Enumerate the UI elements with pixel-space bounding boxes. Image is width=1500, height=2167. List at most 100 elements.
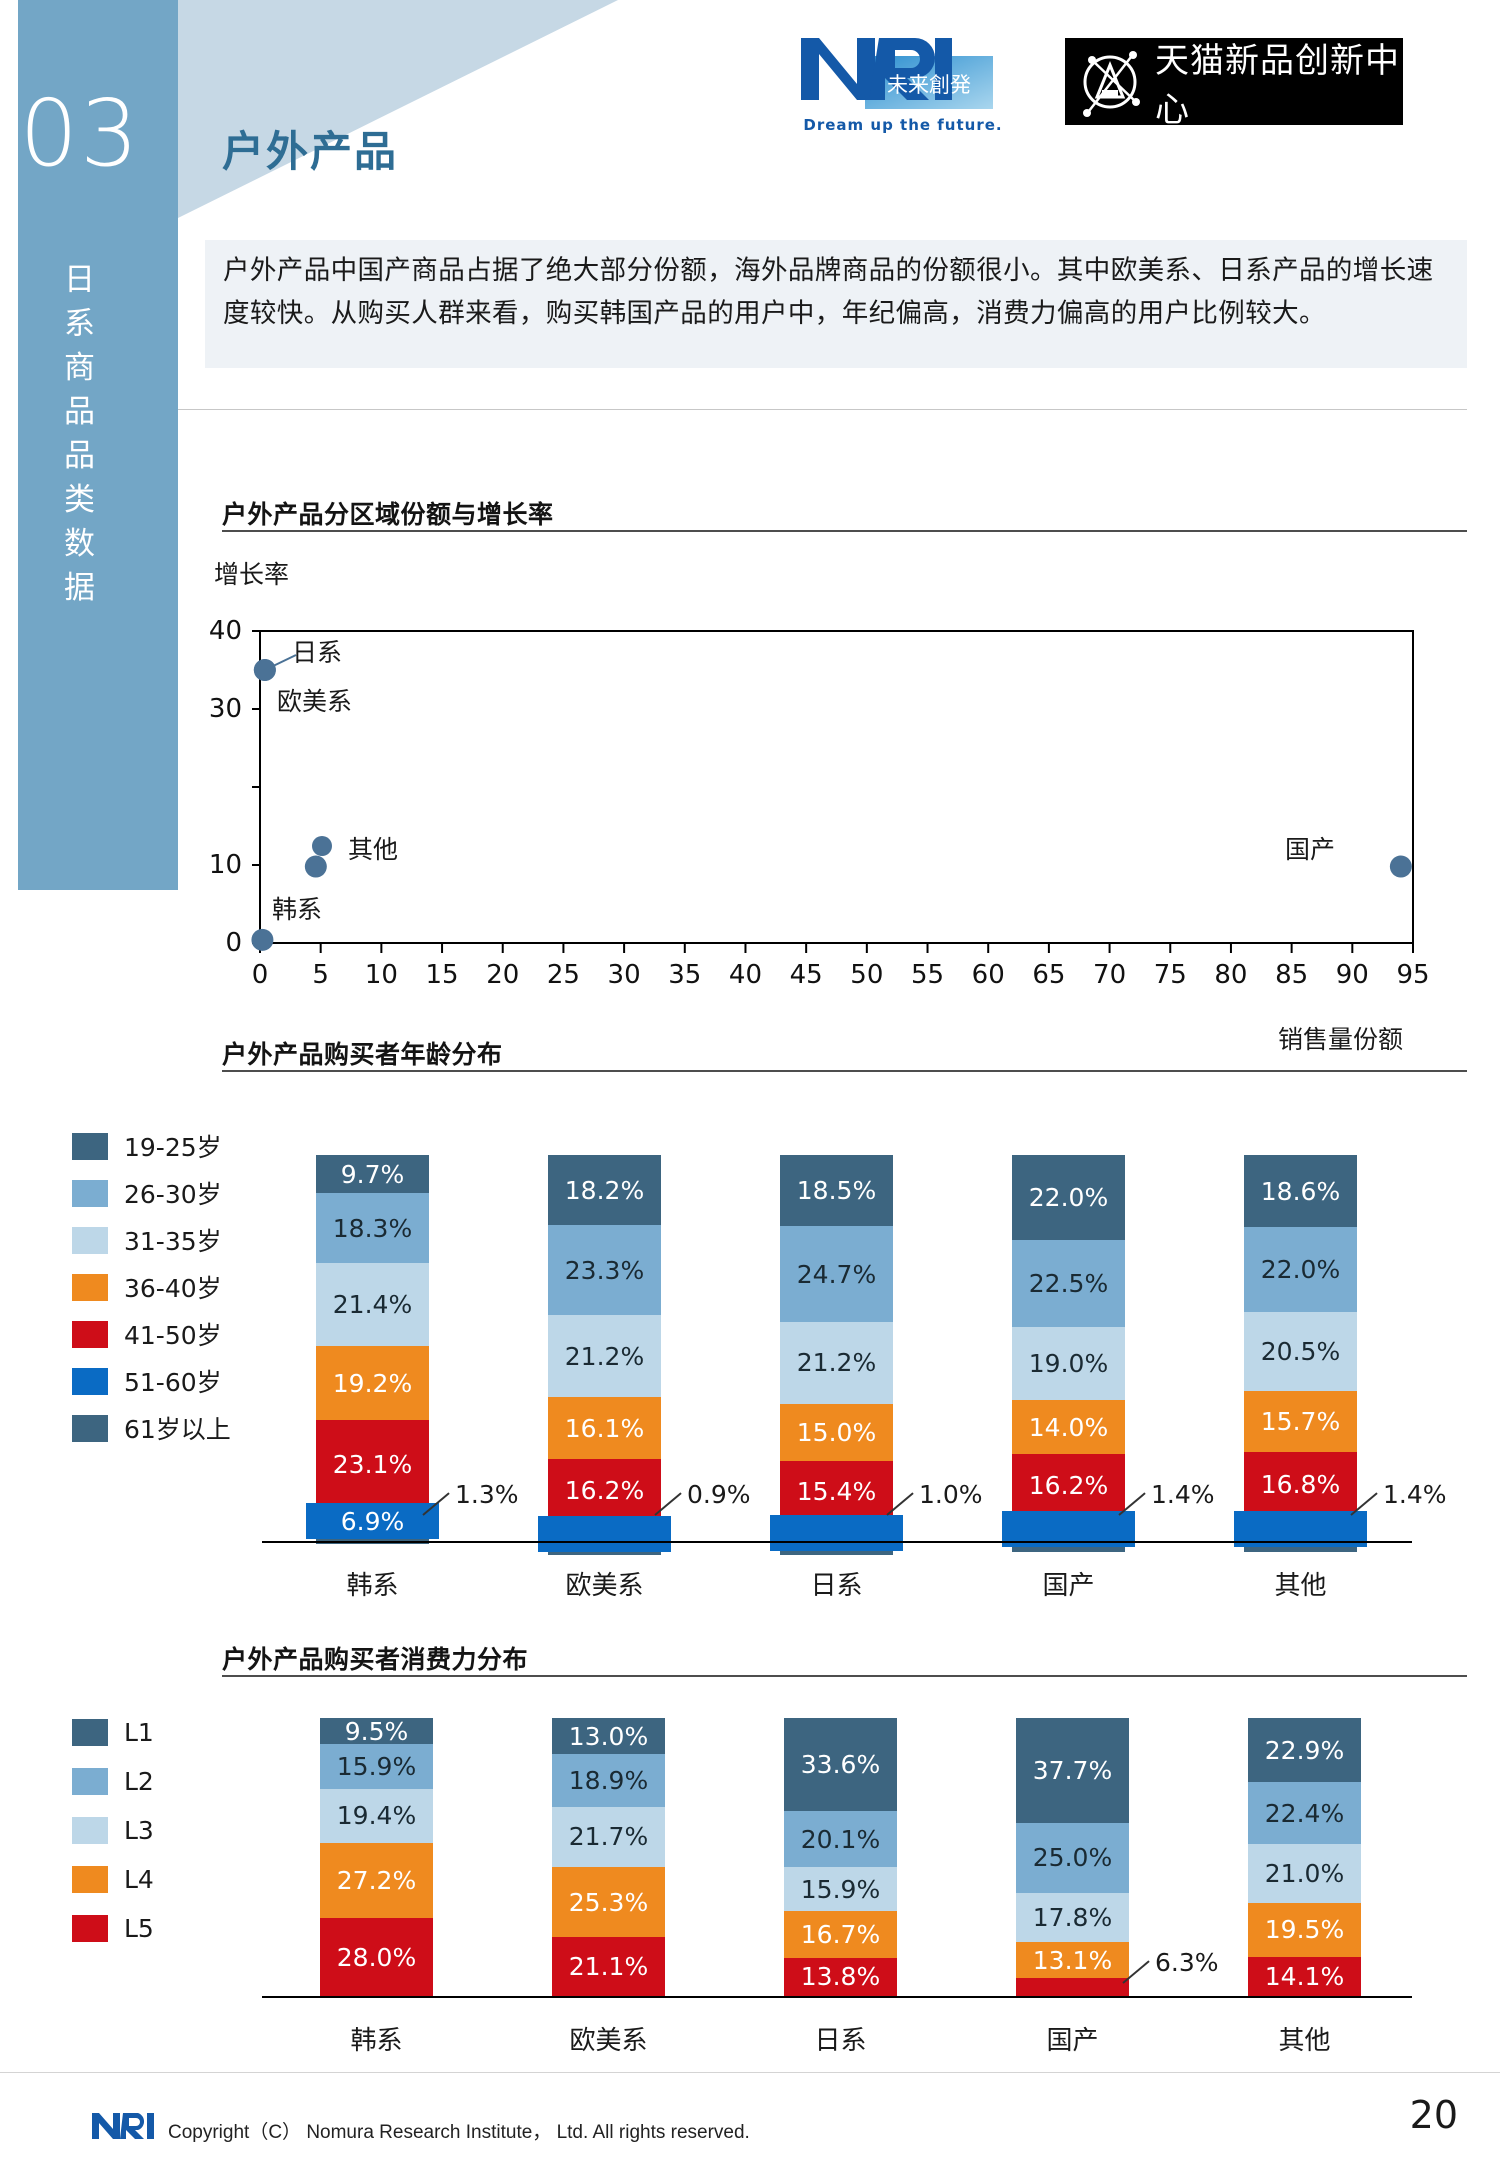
bar-segment: 18.9% [552,1754,665,1807]
category-label: 日系 [810,1571,863,1601]
bar-segment: 22.0% [1244,1227,1357,1313]
scatter-xtick: 20 [486,960,520,990]
bar-segment: 9.5% [320,1717,433,1746]
bar-segment: 15.9% [320,1744,433,1789]
category-label: 国产 [1046,2026,1099,2056]
bar-segment: 21.2% [548,1315,661,1398]
bar-segment: 21.2% [780,1321,893,1404]
bar-segment [1016,1978,1129,1996]
scatter-xtick: 35 [668,960,702,990]
legend-label: 26-30岁 [124,1180,222,1209]
legend-item[interactable]: 61岁以上 [72,1410,231,1446]
scatter-xtick: 10 [364,960,398,990]
bar-segment [780,1550,893,1555]
category-label: 国产 [1042,1571,1095,1601]
page-title: 户外产品 [222,127,399,176]
legend-swatch-l1 [72,1719,108,1746]
scatter-xtick: 90 [1335,960,1369,990]
bar-segment: 24.7% [780,1226,893,1322]
category-label: 欧美系 [569,2026,648,2056]
scatter-point [304,855,327,878]
legend-swatch-19-25 [72,1132,108,1160]
legend-item[interactable]: L2 [72,1767,154,1796]
sidebar-vtext-char: 日 [64,262,96,298]
legend-item[interactable]: 31-35岁 [72,1222,231,1258]
legend-label: L5 [124,1914,154,1943]
bar-segment: 19.0% [1012,1327,1125,1401]
scatter-xtick: 80 [1214,960,1248,990]
page-number: 20 [1409,2093,1458,2137]
legend-item[interactable]: 36-40岁 [72,1269,231,1305]
legend-item[interactable]: 41-50岁 [72,1316,231,1352]
legend-label: 19-25岁 [124,1133,222,1162]
sidebar-vtext-char: 品 [64,394,96,431]
scatter-xtick: 65 [1032,960,1066,990]
legend-swatch-l3 [72,1817,108,1844]
legend-item[interactable]: 51-60岁 [72,1363,231,1399]
divider [178,409,1467,410]
svg-text:未来創発: 未来創発 [887,73,971,97]
category-label: 日系 [814,2026,867,2056]
footer-nri-logo [92,2113,154,2139]
scatter-title-rule [222,530,1467,532]
segment-callout: 0.9% [687,1480,751,1509]
scatter-plot [251,630,1414,953]
consumption-legend: L1 L2 L3 L4 L5 [72,1718,154,1954]
bar-segment: 14.1% [1248,1956,1361,1996]
scatter-xtick: 15 [425,960,459,990]
bar-segment: 25.3% [552,1866,665,1938]
segment-callout: 6.3% [1155,1948,1219,1977]
bar-segment: 19.2% [316,1346,429,1421]
bar-segment: 22.0% [1012,1155,1125,1241]
category-label: 欧美系 [565,1571,644,1601]
legend-swatch-61-plus [72,1414,108,1442]
bar-segment: 21.1% [552,1937,665,1996]
bar-segment: 22.5% [1012,1240,1125,1328]
bar-segment: 28.0% [320,1918,433,1996]
bar-segment: 13.1% [1016,1942,1129,1979]
bar-segment: 33.6% [784,1717,897,1812]
scatter-ytick: 10 [208,850,242,880]
age-title-rule [222,1070,1467,1072]
bar-segment: 15.4% [780,1461,893,1521]
legend-item[interactable]: L5 [72,1914,154,1943]
bar-segment: 21.7% [552,1806,665,1867]
scatter-xtick: 5 [312,960,329,990]
scatter-x-axis-label: 销售量份额 [1278,1025,1404,1054]
sidebar-vtext-char: 据 [64,570,96,607]
segment-callout: 1.3% [455,1480,519,1509]
bar-segment: 27.2% [320,1842,433,1919]
bar-segment [1244,1546,1357,1553]
footer-divider [0,2072,1500,2073]
sidebar-vtext-char: 商 [64,350,96,387]
sidebar-panel [18,0,178,890]
scatter-ytick: 40 [208,616,242,646]
scatter-xtick: 85 [1275,960,1309,990]
bar-segment: 16.2% [548,1459,661,1522]
legend-item[interactable]: 19-25岁 [72,1128,231,1164]
scatter-point-label-domestic: 国产 [1285,835,1336,864]
scatter-xtick: 30 [607,960,641,990]
nri-logo: 未来創発 Dream up the future. [783,30,1008,140]
scatter-point-label-korea: 韩系 [272,895,323,924]
legend-item[interactable]: L3 [72,1816,154,1845]
legend-item[interactable]: L4 [72,1865,154,1894]
bar-segment: 22.9% [1248,1718,1361,1782]
legend-label: 31-35岁 [124,1227,222,1256]
sidebar-vertical-title: 日 系 商 品 品 类 数 据 [0,258,160,610]
legend-swatch-41-50 [72,1320,108,1348]
scatter-xtick: 60 [971,960,1005,990]
scatter-xtick: 50 [850,960,884,990]
consumption-title-rule [222,1675,1467,1677]
sidebar-vtext-char: 系 [64,306,96,343]
sidebar-vtext-char: 数 [64,526,96,563]
bar-segment [1234,1510,1367,1547]
segment-callout: 1.4% [1151,1480,1215,1509]
bar-segment: 16.2% [1012,1454,1125,1518]
category-label: 其他 [1278,2026,1331,2056]
legend-item[interactable]: L1 [72,1718,154,1747]
bar-segment: 16.7% [784,1911,897,1958]
segment-callout: 1.4% [1383,1480,1447,1509]
legend-item[interactable]: 26-30岁 [72,1175,231,1211]
scatter-y-axis-label: 增长率 [214,560,290,589]
